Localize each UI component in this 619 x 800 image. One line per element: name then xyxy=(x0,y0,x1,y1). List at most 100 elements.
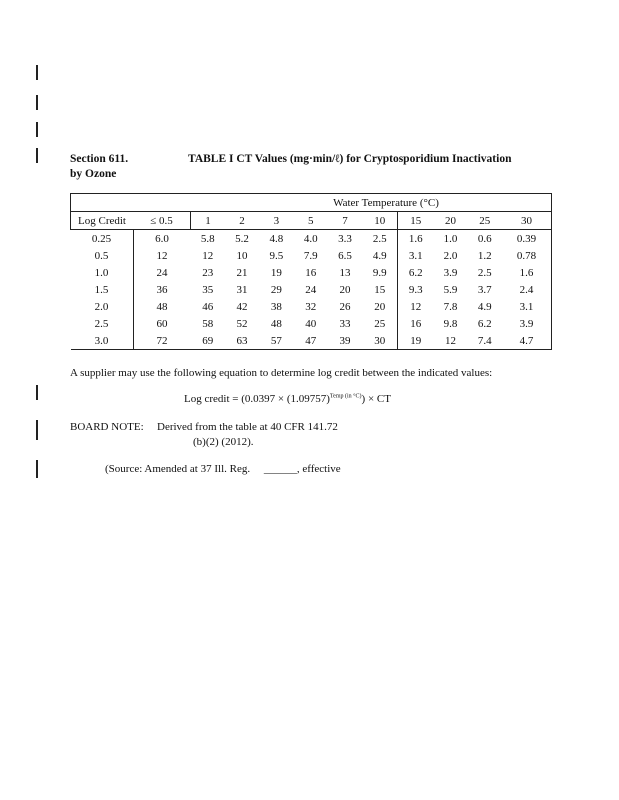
column-header: 25 xyxy=(467,211,502,230)
column-header: 1 xyxy=(190,211,225,230)
table-cell: 4.9 xyxy=(477,300,492,313)
table-cell: 24 xyxy=(305,283,317,296)
table-subtitle: by Ozone xyxy=(70,168,117,180)
table-cell: 6.2 xyxy=(397,264,434,281)
table-cell: 7.4 xyxy=(467,332,502,350)
table-cell: 9.8 xyxy=(443,317,458,330)
table-row: 2.5 60 58 52 48 40 33 25 16 9.8 6.2 3.9 xyxy=(71,315,552,332)
table-cell: 12 xyxy=(202,249,214,262)
table-cell: 38 xyxy=(270,300,282,313)
revision-bar xyxy=(36,122,38,137)
table-cell: 2.0 xyxy=(94,300,109,313)
table-cell: 3.1 xyxy=(501,298,552,315)
table-cell: 4.8 xyxy=(269,232,284,245)
board-note-line1: Derived from the table at 40 CFR 141.72 xyxy=(157,421,338,433)
table-row: 0.5 12 12 10 9.5 7.9 6.5 4.9 3.1 2.0 1.2 0.78 xyxy=(71,247,552,264)
table-cell: 0.25 xyxy=(91,232,112,245)
table-row: 3.0 72 69 63 57 47 39 30 19 12 7.4 4.7 xyxy=(70,332,552,350)
revision-bar xyxy=(36,148,38,163)
table-cell: 4.7 xyxy=(501,332,552,350)
source-blank: ______ xyxy=(263,463,297,475)
table-cell: 19 xyxy=(397,332,434,350)
table-cell: 60 xyxy=(132,315,191,332)
table-cell: 1.6 xyxy=(397,229,434,247)
source-note: (Source: Amended at 37 Ill. Reg. ______,… xyxy=(105,463,341,475)
table-cell: 10 xyxy=(236,249,248,262)
column-header: 7 xyxy=(327,211,363,230)
table-cell: 1.0 xyxy=(443,232,458,245)
table-cell: 5.8 xyxy=(200,232,215,245)
column-header: Log Credit xyxy=(70,211,133,230)
table-cell: 33 xyxy=(339,317,351,330)
table-cell: 63 xyxy=(224,332,260,350)
table-cell: 72 xyxy=(132,332,191,350)
table-cell: 26 xyxy=(339,300,351,313)
table-cell: 23 xyxy=(202,266,214,279)
table-cell: 1.0 xyxy=(94,266,109,279)
table-cell: 12 xyxy=(397,298,434,315)
table-cell: 4.0 xyxy=(303,232,318,245)
table-cell: 25 xyxy=(374,317,386,330)
table-cell: 47 xyxy=(293,332,328,350)
table-row: 1.5 36 35 31 29 24 20 15 9.3 5.9 3.7 2.4 xyxy=(71,281,552,298)
table-cell: 2.4 xyxy=(501,281,552,298)
column-header: 30 xyxy=(501,211,552,230)
table-cell: 31 xyxy=(236,283,248,296)
table-cell: 9.3 xyxy=(397,281,434,298)
table-cell: 40 xyxy=(305,317,317,330)
revision-bar xyxy=(36,95,38,110)
table-cell: 12 xyxy=(132,247,191,264)
board-note-label: BOARD NOTE: xyxy=(70,421,144,433)
table-cell: 69 xyxy=(190,332,225,350)
table-cell: 0.78 xyxy=(501,247,552,264)
table-cell: 39 xyxy=(327,332,363,350)
table-cell: 29 xyxy=(270,283,282,296)
table-cell: 57 xyxy=(259,332,294,350)
table-cell: 3.1 xyxy=(397,247,434,264)
table-cell: 42 xyxy=(236,300,248,313)
table-row: 1.0 24 23 21 19 16 13 9.9 6.2 3.9 2.5 1.6 xyxy=(71,264,552,281)
table-cell: 5.9 xyxy=(443,283,458,296)
column-header: 15 xyxy=(397,211,434,230)
table-cell: 6.5 xyxy=(338,249,352,262)
revision-bar xyxy=(36,420,38,440)
column-header: 10 xyxy=(362,211,398,230)
section-number: Section 611. xyxy=(70,153,129,165)
revision-bar xyxy=(36,65,38,80)
table-cell: 3.3 xyxy=(338,232,352,245)
revision-bar xyxy=(36,460,38,478)
table-cell: 12 xyxy=(433,332,468,350)
column-header: 2 xyxy=(224,211,260,230)
table-row: 2.0 48 46 42 38 32 26 20 12 7.8 4.9 3.1 xyxy=(71,298,552,315)
table-cell: 4.9 xyxy=(372,249,387,262)
table-cell: 2.5 xyxy=(477,266,492,279)
table-title: TABLE I CT Values (mg·min/ℓ) for Cryptos… xyxy=(188,153,512,165)
source-suffix: , effective xyxy=(296,463,341,475)
column-header: ≤ 0.5 xyxy=(133,211,191,230)
table-cell: 3.9 xyxy=(443,266,458,279)
table-cell: 46 xyxy=(202,300,214,313)
table-cell: 35 xyxy=(202,283,214,296)
table-cell: 7.8 xyxy=(443,300,458,313)
table-cell: 16 xyxy=(305,266,317,279)
table-cell: 19 xyxy=(270,266,282,279)
table-cell: 48 xyxy=(132,298,191,315)
equation-exponent: Temp (in °C) xyxy=(329,393,362,400)
board-note-line2: (b)(2) (2012). xyxy=(193,436,254,448)
table-cell: 7.9 xyxy=(303,249,318,262)
table-cell: 48 xyxy=(270,317,282,330)
table-cell: 1.2 xyxy=(477,249,492,262)
table-cell: 1.5 xyxy=(94,283,109,296)
table-cell: 32 xyxy=(305,300,317,313)
table-cell: 2.5 xyxy=(372,232,387,245)
table-cell: 6.2 xyxy=(477,317,492,330)
table-cell: 58 xyxy=(202,317,214,330)
table-cell: 20 xyxy=(374,300,386,313)
group-header: Water Temperature (°C) xyxy=(70,193,552,212)
table-cell: 9.9 xyxy=(372,266,387,279)
equation: Log credit = (0.0397 × (1.09757)Temp (in… xyxy=(184,393,391,405)
table-cell: 6.0 xyxy=(132,229,191,247)
table-cell: 52 xyxy=(236,317,248,330)
table-cell: 13 xyxy=(339,266,351,279)
table-cell: 24 xyxy=(132,264,191,281)
